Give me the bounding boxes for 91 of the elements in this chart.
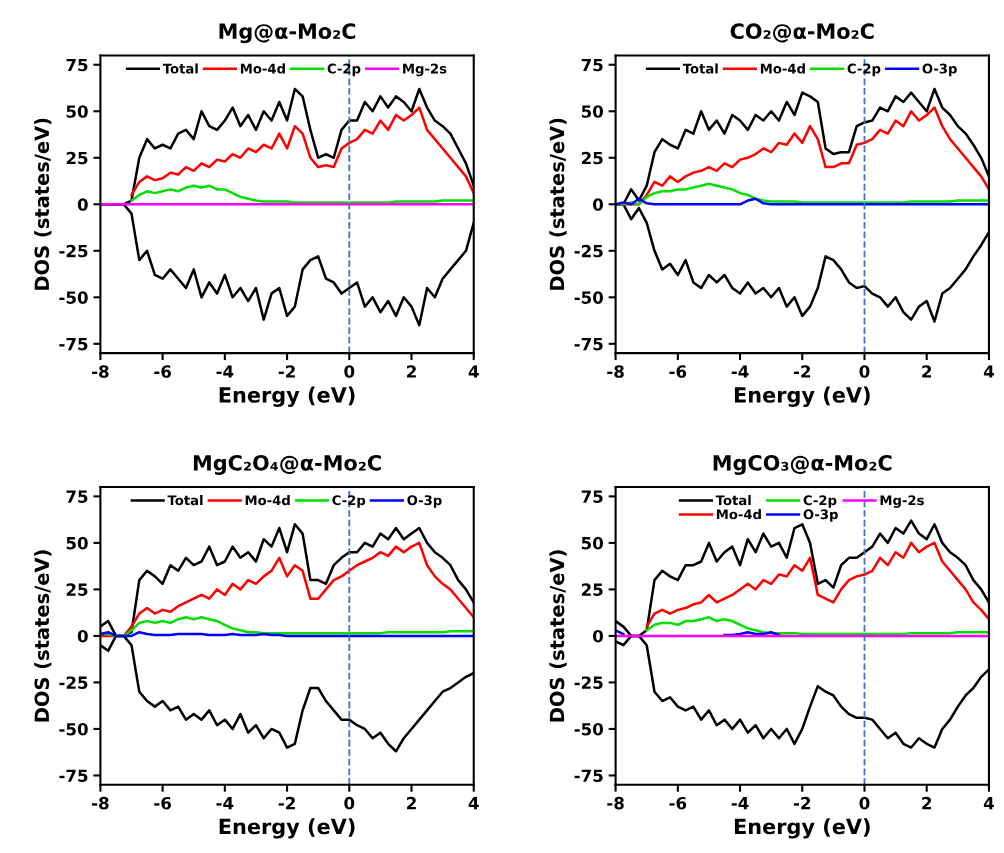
chart-title: MgCO₃@α-Mo₂C (713, 454, 892, 475)
legend-label: Mo-4d (240, 63, 285, 74)
y-tick-label: 50 (581, 536, 603, 550)
legend-label: C-2p (847, 63, 881, 77)
x-tick-label: 0 (344, 365, 355, 378)
x-tick-label: -8 (607, 796, 624, 810)
x-axis-title: Energy (eV) (734, 818, 870, 839)
x-tick-label: 2 (407, 796, 416, 810)
x-tick-label: 4 (983, 365, 994, 378)
y-tick-label: 75 (66, 490, 88, 503)
y-tick-label: -25 (59, 676, 88, 689)
x-tick-label: -2 (278, 365, 295, 378)
x-tick-label: -8 (92, 365, 109, 378)
line-series (615, 182, 989, 206)
y-tick-label: 75 (66, 58, 88, 72)
legend-label: C-2p (803, 495, 837, 508)
x-tick-label: -4 (216, 797, 234, 810)
x-tick-label: -4 (731, 365, 749, 378)
chart-title: Mg@α-Mo₂C (219, 23, 356, 44)
y-tick-label: -75 (574, 338, 603, 351)
legend-label: Total (167, 495, 203, 506)
x-axis-title: Energy (eV) (219, 818, 355, 839)
legend-label: Mo-4d (760, 63, 805, 74)
x-axis-title: Energy (eV) (219, 386, 355, 407)
y-tick-label: -50 (574, 291, 603, 304)
legend-label: Total (162, 63, 198, 74)
x-tick-label: 4 (468, 797, 479, 810)
legend-label: Total (715, 495, 751, 506)
legend-label: Mo-4d (716, 509, 761, 520)
y-tick-label: -50 (59, 722, 88, 736)
x-tick-label: -2 (278, 796, 295, 810)
y-tick-label: 50 (581, 105, 603, 118)
y-tick-label: 25 (581, 583, 603, 596)
y-axis-title: DOS (states/eV) (34, 550, 52, 722)
x-tick-label: -2 (793, 796, 811, 810)
chart-title: CO₂@α-Mo₂C (730, 23, 874, 43)
y-tick-label: -50 (59, 291, 88, 304)
legend-label: C-2p (327, 63, 361, 77)
y-axis-title: DOS (states/eV) (549, 118, 567, 290)
chart-title: MgC₂O₄@α-Mo₂C (193, 454, 381, 475)
x-tick-label: -6 (154, 796, 171, 810)
line-series (100, 541, 474, 638)
x-tick-label: 4 (468, 365, 479, 378)
y-tick-label: -75 (59, 769, 88, 783)
y-tick-label: 0 (593, 629, 603, 643)
y-tick-label: 25 (581, 151, 603, 165)
x-axis-title: Energy (eV) (734, 386, 870, 407)
x-tick-label: -6 (669, 365, 687, 378)
y-tick-label: -75 (574, 769, 603, 783)
y-tick-label: -25 (574, 676, 603, 689)
x-tick-label: 4 (983, 797, 994, 810)
legend-label: O-3p (407, 495, 442, 508)
legend-label: Mg-2s (880, 495, 924, 508)
legend-label: Mg-2s (403, 63, 447, 77)
y-tick-label: -50 (574, 722, 603, 736)
line-series (130, 184, 474, 204)
y-tick-label: 50 (66, 105, 88, 118)
y-tick-label: 75 (581, 490, 603, 503)
y-tick-label: 0 (77, 198, 88, 211)
x-tick-label: -8 (92, 796, 109, 810)
x-tick-label: -6 (669, 796, 687, 810)
x-tick-label: 2 (922, 796, 932, 810)
x-tick-label: 2 (407, 365, 416, 378)
x-tick-label: -8 (607, 365, 624, 378)
y-tick-label: -25 (59, 244, 88, 258)
line-series (645, 616, 989, 636)
x-tick-label: 0 (344, 796, 355, 810)
line-series (130, 106, 474, 197)
y-tick-label: 0 (593, 198, 603, 211)
legend-label: C-2p (332, 495, 366, 508)
y-tick-label: -75 (59, 338, 88, 351)
x-tick-label: 2 (922, 365, 932, 378)
x-tick-label: -2 (793, 365, 811, 378)
legend-label: O-3p (922, 63, 957, 77)
y-tick-label: 50 (66, 536, 88, 550)
y-tick-label: 25 (66, 151, 88, 165)
y-tick-label: -25 (574, 244, 603, 258)
legend-label: Mo-4d (245, 495, 290, 506)
y-tick-label: 25 (66, 583, 88, 596)
x-tick-label: 0 (859, 365, 870, 378)
y-tick-label: 75 (581, 58, 603, 72)
line-series (645, 541, 989, 628)
y-axis-title: DOS (states/eV) (549, 550, 567, 722)
y-tick-label: 0 (77, 629, 88, 643)
x-tick-label: -4 (216, 365, 234, 378)
x-tick-label: -6 (154, 365, 171, 378)
legend-label: O-3p (803, 509, 838, 522)
x-tick-label: -4 (731, 797, 749, 810)
y-axis-title: DOS (states/eV) (34, 118, 52, 290)
legend-label: Total (682, 63, 718, 74)
x-tick-label: 0 (859, 796, 870, 810)
